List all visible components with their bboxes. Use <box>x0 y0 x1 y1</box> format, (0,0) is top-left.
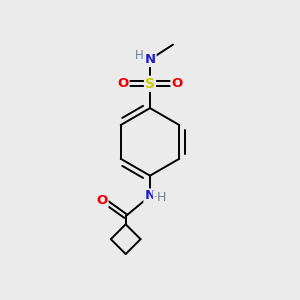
Text: O: O <box>96 194 107 207</box>
Text: N: N <box>144 189 156 203</box>
Text: S: S <box>145 77 155 91</box>
Text: N: N <box>144 53 156 66</box>
Text: O: O <box>171 77 183 90</box>
Text: H: H <box>135 49 144 62</box>
Text: ·H: ·H <box>154 191 167 204</box>
Text: O: O <box>117 77 129 90</box>
